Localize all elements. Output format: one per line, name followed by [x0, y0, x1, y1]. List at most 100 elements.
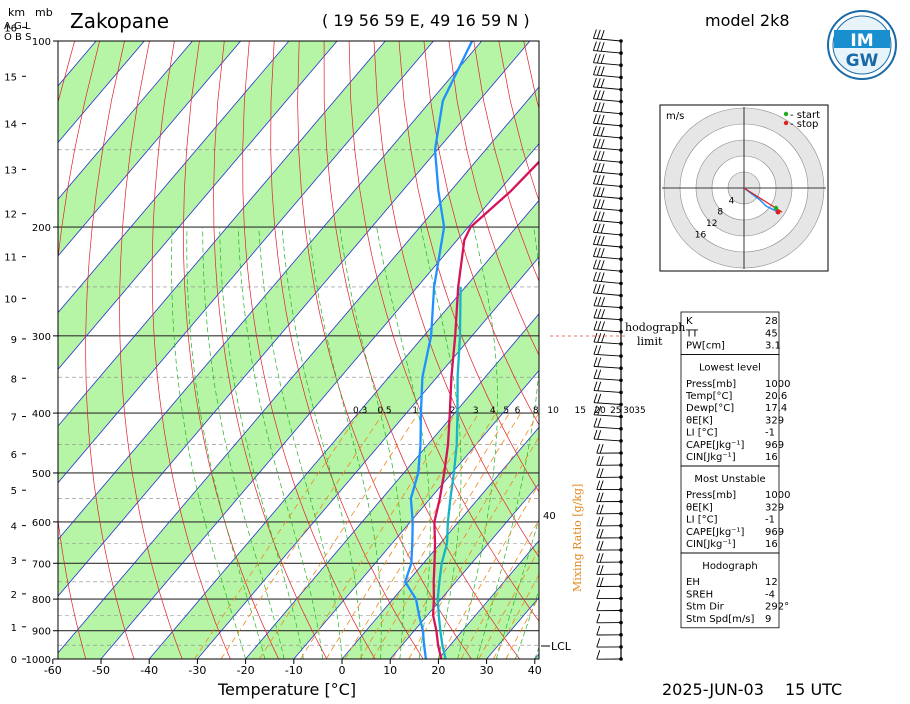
mixing-ratio-40-label: 40 — [543, 511, 556, 522]
mixing-ratio-label: 0.5 — [377, 406, 391, 416]
barb-feather — [601, 188, 604, 197]
wind-barb — [597, 590, 623, 601]
wind-barb — [597, 614, 623, 625]
barb-feather — [597, 54, 600, 63]
mixing-ratio-label: 5 — [503, 406, 509, 416]
barb-feather — [601, 42, 604, 51]
height-tick-label: 14 — [4, 120, 17, 131]
barb-feather — [597, 505, 600, 514]
mixing-ratio-axis-label: Mixing Ratio [g/kg] — [571, 484, 584, 592]
barb-feather — [593, 223, 596, 232]
x-tick-label: -20 — [237, 664, 255, 677]
hodograph-start-point — [774, 206, 778, 210]
hodograph-legend-stop: - stop — [790, 119, 818, 130]
barb-feather — [601, 30, 604, 39]
wind-barb — [593, 54, 622, 67]
wind-barb — [597, 577, 623, 588]
wind-barb — [597, 529, 623, 540]
x-tick-label: -10 — [285, 664, 303, 677]
barb-feather — [593, 139, 596, 148]
dry-adiabat — [898, 41, 910, 659]
mixing-ratio-label: 15 — [574, 406, 585, 416]
barb-feather — [597, 248, 600, 257]
wind-barbs — [593, 29, 622, 660]
hodograph-params-label: Stm Spd[m/s] — [686, 614, 754, 625]
barb-feather — [593, 199, 596, 208]
barb-feather — [601, 236, 604, 245]
barb-feather — [594, 382, 597, 391]
barb-feather — [601, 163, 604, 172]
barb-feather — [593, 90, 596, 99]
barb-feather — [597, 30, 600, 39]
wind-barb — [593, 102, 622, 115]
barb-feather — [600, 553, 603, 562]
mixing-ratio-label: 3 — [473, 406, 479, 416]
barb-feather — [597, 115, 600, 124]
height-tick-label: 15 — [4, 72, 17, 83]
barb-feather — [600, 541, 603, 550]
wind-barb — [593, 66, 622, 79]
barb-feather — [597, 212, 600, 221]
height-tick-label: 10 — [4, 294, 17, 305]
logo-text-top: IM — [850, 31, 873, 51]
wind-barb — [593, 223, 622, 236]
barb-feather — [597, 139, 600, 148]
barb-feather — [598, 297, 601, 306]
lowest-level-value: 16 — [765, 452, 778, 463]
height-tick-label: 2 — [11, 590, 17, 601]
barb-feather — [600, 468, 603, 477]
wind-barb — [597, 505, 623, 516]
most-unstable-value: 329 — [765, 502, 784, 513]
barb-feather — [593, 102, 596, 111]
wind-barb — [593, 211, 622, 224]
barb-feather — [601, 91, 604, 100]
wind-barb — [593, 235, 622, 248]
barb-feather — [593, 42, 596, 51]
lowest-level-value: 329 — [765, 415, 784, 426]
mixing-ratio-label: 0.3 — [353, 406, 367, 416]
barb-feather — [597, 638, 600, 647]
lowest-level-label: CIN[Jkg⁻¹] — [686, 452, 736, 463]
barb-feather — [597, 103, 600, 112]
barb-feather — [601, 176, 604, 185]
barb-feather — [597, 224, 600, 233]
sounding-date: 2025-JUN-03 — [662, 680, 764, 699]
barb-feather — [597, 284, 600, 293]
x-axis-title: Temperature [°C] — [217, 680, 356, 699]
lowest-level-label: Press[mb] — [686, 379, 736, 390]
barb-feather — [598, 418, 601, 427]
barb-feather — [598, 430, 601, 439]
mixing-ratio-label: 6 — [515, 406, 521, 416]
wind-barb — [597, 602, 623, 613]
wind-barb — [594, 357, 623, 370]
sounding-time: 15 UTC — [785, 680, 842, 699]
lowest-level-value: 969 — [765, 440, 784, 451]
barb-feather — [593, 211, 596, 220]
barb-feather — [593, 151, 596, 160]
barb-feather — [600, 529, 603, 538]
barb-feather — [594, 418, 597, 427]
barb-feather — [594, 345, 597, 354]
wind-barb — [597, 444, 623, 455]
wind-barb — [593, 114, 622, 127]
lowest-level-value: 1000 — [765, 379, 790, 390]
lowest-level-label: θE[K] — [686, 415, 713, 426]
hodograph-params-label: SREH — [686, 589, 713, 600]
barb-feather — [601, 212, 604, 221]
barb-feather — [597, 481, 600, 490]
barb-feather — [601, 67, 604, 76]
barb-feather — [601, 103, 604, 112]
wind-barb — [594, 382, 623, 395]
barb-feather — [597, 456, 600, 465]
pressure-tick-label: 200 — [32, 223, 51, 234]
dry-adiabat — [823, 41, 910, 659]
barb-feather — [597, 187, 600, 196]
barb-feather — [598, 309, 601, 318]
height-tick-label: 13 — [4, 165, 17, 176]
wind-barb — [597, 565, 623, 576]
station-name: Zakopane — [70, 9, 169, 33]
barb-feather — [601, 224, 604, 233]
wind-barb — [593, 78, 622, 91]
